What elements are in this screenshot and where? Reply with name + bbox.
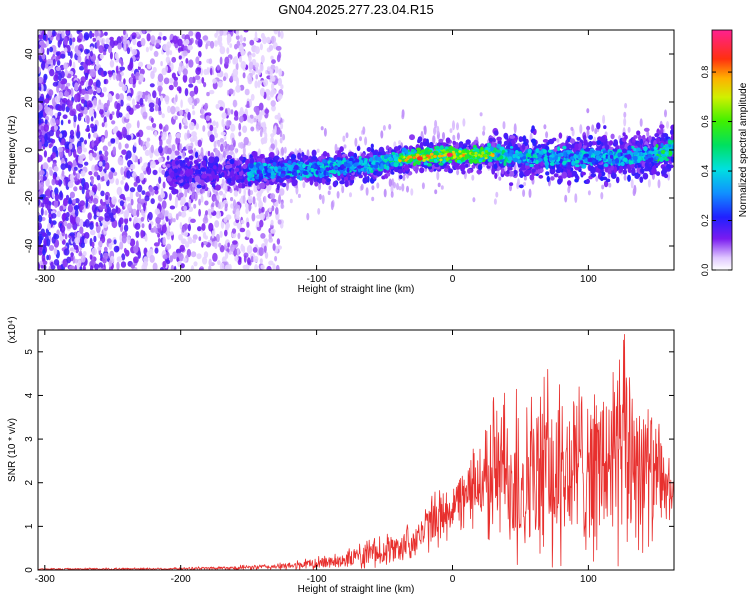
snr-ytick-label: 5 [24, 349, 35, 355]
spectrogram-xtick-label: -200 [171, 274, 191, 285]
snr-axes: -300 -200 -100 0 100 0 1 2 3 4 5 [24, 330, 674, 585]
spectrogram-peak [416, 156, 423, 161]
spectrogram-ytick-label: -40 [24, 238, 35, 253]
spectrogram-peak [446, 152, 453, 157]
colorbar-tick-label: 0.8 [700, 66, 710, 79]
snr-xtick-label: 100 [580, 574, 597, 585]
snr-ytick-label: 0 [24, 567, 35, 573]
colorbar-label: Normalized spectral amplitude [738, 82, 749, 217]
snr-xlabel: Height of straight line (km) [298, 584, 415, 595]
snr-frame [37, 329, 675, 571]
colorbar: 0.0 0.2 0.4 0.6 0.8 Normalized spectral ampl… [700, 29, 749, 276]
snr-xtick-label: -300 [35, 574, 55, 585]
snr-xtick-label: 0 [450, 574, 456, 585]
spectrogram-ytick-label: 0 [24, 147, 35, 153]
spectrogram-xtick-label: 0 [450, 274, 456, 285]
spectrogram-ytick-label: 20 [24, 96, 35, 108]
colorbar-tick-label: 0.4 [700, 165, 710, 178]
snr-panel: -300 -200 -100 0 100 0 1 2 3 4 5 Height of straigh… [7, 316, 675, 595]
snr-xtick-label: -200 [171, 574, 191, 585]
colorbar-tick-label: 0.2 [700, 214, 710, 227]
snr-ytick-label: 2 [24, 480, 35, 486]
spectrogram-xtick-label: -300 [35, 274, 55, 285]
spectrogram-xtick-label: -100 [307, 274, 327, 285]
spectrogram-ytick-label: -20 [24, 190, 35, 205]
spectrogram-xtick-label: 100 [580, 274, 597, 285]
spectrogram-ytick-label: 40 [24, 48, 35, 60]
snr-ytick-label: 4 [24, 392, 35, 398]
figure-title: GN04.2025.277.23.04.R15 [278, 2, 433, 17]
spectrogram-heatmap [38, 30, 674, 270]
snr-ytick-label: 1 [24, 523, 35, 529]
colorbar-tick-label: 0.6 [700, 115, 710, 128]
snr-xtick-label: -100 [307, 574, 327, 585]
snr-multiplier: (x10⁴) [7, 316, 18, 343]
colorbar-gradient [711, 29, 733, 271]
snr-line [38, 333, 674, 570]
spectrogram-xlabel: Height of straight line (km) [298, 284, 415, 295]
snr-series [38, 333, 674, 570]
colorbar-ticks: 0.0 0.2 0.4 0.6 0.8 [700, 66, 732, 276]
colorbar-tick-label: 0.0 [700, 264, 710, 277]
spectrogram-ylabel: Frequency (Hz) [7, 116, 18, 185]
snr-ylabel: SNR (10 * v/v) [7, 418, 18, 482]
snr-ytick-label: 3 [24, 436, 35, 442]
